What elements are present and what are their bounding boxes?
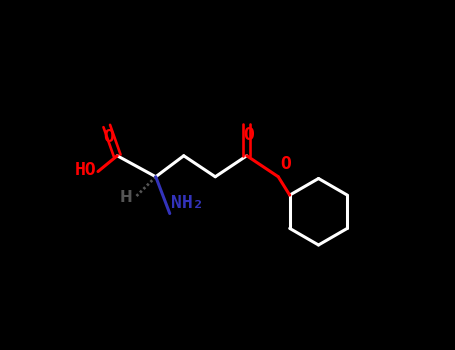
- Text: O: O: [243, 126, 254, 144]
- Text: O: O: [103, 128, 114, 146]
- Text: NH₂: NH₂: [172, 194, 204, 212]
- Text: O: O: [280, 155, 291, 173]
- Text: HO: HO: [75, 161, 96, 179]
- Text: H: H: [119, 190, 132, 205]
